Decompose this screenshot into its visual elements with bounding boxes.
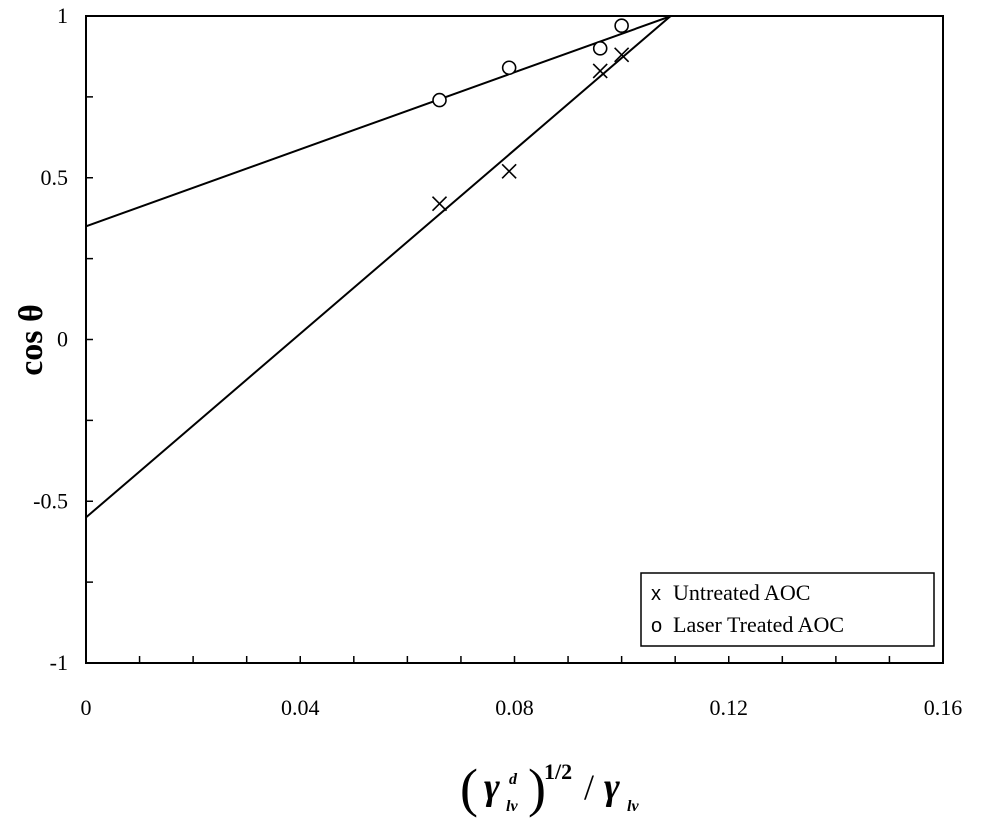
y-tick-label: 0.5 <box>41 165 69 190</box>
marker-x-stroke <box>431 196 448 212</box>
legend: x Untreated AOC o Laser Treated AOC <box>640 572 935 647</box>
legend-label-2: Laser Treated AOC <box>673 612 844 637</box>
x-axis-label-exponent: 1/2 <box>544 759 572 784</box>
x-axis-label: ( γ d lv ) 1/2 / γ lv <box>460 758 639 818</box>
legend-box <box>640 572 935 647</box>
marker-x-stroke <box>614 47 630 63</box>
marker-circle <box>501 60 517 76</box>
y-tick-label: 0 <box>57 327 68 352</box>
fit-lines <box>86 16 672 519</box>
axis-ticks <box>85 15 944 664</box>
fit-line-2 <box>86 16 672 228</box>
x-axis-label-sub-lv: lv <box>506 798 518 815</box>
marker-circle <box>614 18 629 34</box>
x-axis-label-gamma2: γ <box>604 766 620 808</box>
legend-symbol-1: x <box>651 583 661 605</box>
legend-label-1: Untreated AOC <box>673 580 810 605</box>
x-tick-label: 0.04 <box>281 695 320 720</box>
marker-x <box>614 47 630 63</box>
fit-line-1 <box>86 16 672 519</box>
x-tick-label: 0 <box>81 695 92 720</box>
marker-x-stroke <box>592 63 608 79</box>
x-axis-label-paren-open: ( <box>460 758 478 818</box>
plot-frame <box>85 15 944 664</box>
data-markers <box>431 18 630 212</box>
x-tick-label: 0.08 <box>495 695 534 720</box>
marker-circle <box>432 92 447 108</box>
plot-area <box>85 15 944 664</box>
x-axis-label-divider: / <box>584 767 594 807</box>
y-tick-label: -1 <box>50 650 68 675</box>
legend-symbol-2: o <box>651 615 662 637</box>
marker-x <box>592 63 608 79</box>
marker-x <box>431 196 448 212</box>
marker-circle <box>592 41 608 56</box>
marker-x-stroke <box>501 163 517 179</box>
y-axis-label: cos θ <box>13 304 50 376</box>
y-tick-labels: -1 -0.5 0 0.5 1 <box>33 3 68 675</box>
y-tick-label: -0.5 <box>33 488 68 513</box>
marker-x <box>501 163 517 179</box>
x-tick-label: 0.16 <box>924 695 963 720</box>
x-tick-labels: 0 0.04 0.08 0.12 0.16 <box>81 695 963 720</box>
x-axis-label-gamma: γ <box>484 766 500 808</box>
x-tick-label: 0.12 <box>710 695 749 720</box>
x-axis-label-sub-lv2: lv <box>627 798 639 815</box>
x-axis-label-sup-d: d <box>509 771 518 788</box>
x-axis-label-paren-close: ) <box>528 758 546 818</box>
y-tick-label: 1 <box>57 3 68 28</box>
